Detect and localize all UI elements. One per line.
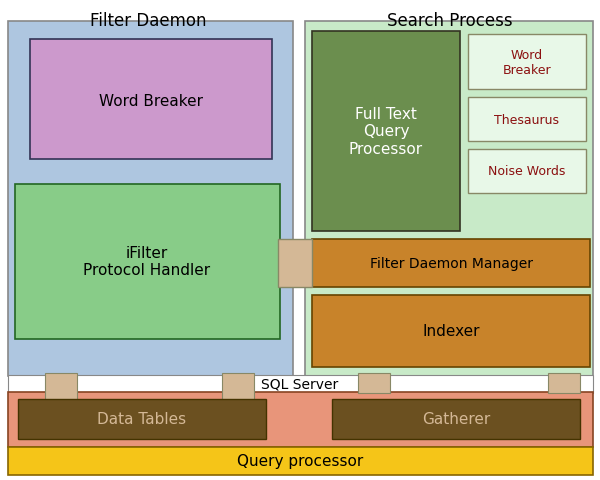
Text: Filter Daemon Manager: Filter Daemon Manager — [370, 256, 533, 270]
Bar — [358, 373, 390, 393]
Text: Word Breaker: Word Breaker — [99, 94, 203, 109]
Bar — [332, 399, 580, 439]
Bar — [312, 240, 590, 288]
Bar — [15, 185, 280, 339]
Bar — [548, 373, 580, 393]
Text: Word
Breaker: Word Breaker — [503, 49, 551, 77]
Bar — [30, 40, 272, 160]
Bar — [278, 240, 312, 288]
Bar — [468, 35, 586, 90]
Bar — [305, 22, 593, 376]
Bar — [468, 150, 586, 193]
Bar — [312, 295, 590, 367]
Text: Indexer: Indexer — [422, 324, 480, 339]
Text: Query processor: Query processor — [237, 454, 363, 468]
Bar — [468, 98, 586, 142]
Bar — [222, 373, 254, 403]
Text: Full Text
Query
Processor: Full Text Query Processor — [349, 107, 423, 156]
Text: Thesaurus: Thesaurus — [494, 113, 560, 126]
Text: SQL Server: SQL Server — [262, 377, 338, 391]
Text: iFilter
Protocol Handler: iFilter Protocol Handler — [83, 245, 211, 277]
Bar — [45, 373, 77, 403]
Bar — [8, 392, 593, 447]
Text: Data Tables: Data Tables — [97, 412, 187, 427]
Bar — [18, 399, 266, 439]
Bar — [312, 32, 460, 231]
Text: Noise Words: Noise Words — [488, 165, 566, 178]
Bar — [8, 447, 593, 475]
Bar — [8, 22, 293, 376]
Text: Gatherer: Gatherer — [422, 412, 490, 427]
Bar — [8, 375, 593, 393]
Text: Filter Daemon: Filter Daemon — [90, 12, 206, 30]
Text: Search Process: Search Process — [387, 12, 513, 30]
